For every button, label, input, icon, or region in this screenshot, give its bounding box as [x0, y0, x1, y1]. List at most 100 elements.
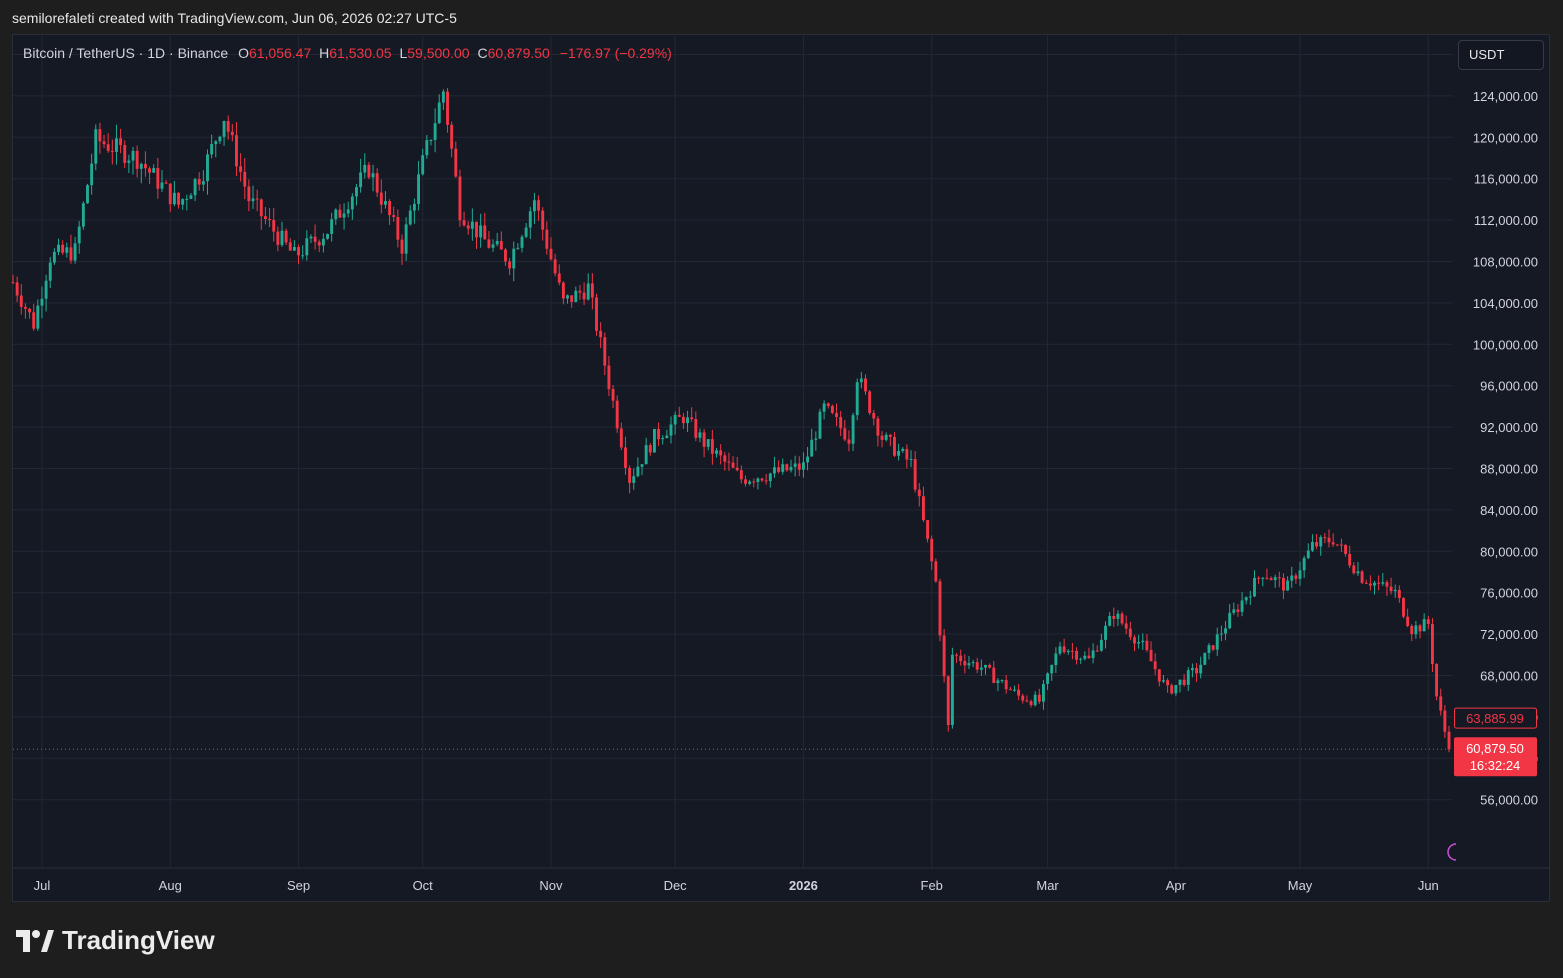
candle-body: [206, 154, 209, 182]
candle-body: [723, 455, 727, 462]
candle-body: [1240, 600, 1244, 612]
price-overlays: 60,879.50 16:32:24 63,885.99: [13, 707, 1537, 861]
candle-body: [1215, 634, 1219, 650]
candle-body: [19, 295, 23, 307]
candle-body: [1393, 589, 1397, 592]
candle-body: [119, 138, 123, 146]
candle-body: [673, 414, 677, 425]
candle-body: [1253, 577, 1256, 597]
candle-body: [1054, 653, 1058, 665]
candle-body: [160, 182, 164, 189]
candle-body: [1414, 625, 1418, 635]
candle-body: [553, 259, 557, 274]
candle-body: [537, 200, 541, 211]
candle-body: [189, 195, 193, 199]
candle-body: [1236, 609, 1240, 612]
candle-body: [1410, 625, 1414, 635]
candle-body: [648, 445, 652, 453]
countdown-label: 16:32:24: [1470, 758, 1521, 773]
candle-body: [1141, 640, 1145, 643]
candle-body: [334, 209, 338, 220]
currency-selector[interactable]: USDT: [1458, 40, 1544, 70]
candle-body: [880, 435, 884, 440]
candle-body: [731, 462, 735, 468]
candle-body: [106, 144, 110, 151]
candle-body: [28, 308, 32, 313]
candle-body: [346, 209, 350, 214]
candle-body: [1265, 577, 1269, 579]
candle-body: [739, 470, 743, 480]
candle-body: [1435, 663, 1439, 697]
candle-body: [1360, 571, 1364, 583]
candle-body: [1286, 580, 1290, 591]
candle-body: [433, 123, 437, 140]
candle-body: [715, 450, 718, 454]
candle-body: [1261, 577, 1265, 579]
candle-body: [1447, 731, 1451, 750]
candle-body: [826, 403, 830, 407]
candle-body: [1426, 619, 1430, 625]
candle-body: [1315, 542, 1319, 547]
x-tick-label: Feb: [921, 878, 943, 893]
candle-body: [408, 210, 412, 225]
candle-body: [230, 131, 234, 136]
tradingview-logo[interactable]: TradingView: [16, 925, 215, 956]
symbol-label[interactable]: Bitcoin / TetherUS · 1D · Binance: [23, 45, 229, 61]
current-price-badge: [1454, 737, 1537, 777]
candle-body: [992, 667, 996, 684]
candle-body: [1112, 615, 1116, 619]
candle-body: [764, 480, 768, 482]
candle-body: [1083, 655, 1087, 659]
candle-body: [1352, 565, 1356, 574]
candle-body: [110, 150, 114, 152]
candle-body: [797, 463, 801, 470]
candle-body: [752, 481, 756, 483]
candle-body: [446, 91, 449, 125]
candle-body: [1356, 571, 1360, 574]
candle-body: [698, 432, 702, 438]
candle-body: [624, 447, 627, 468]
candle-body: [1021, 695, 1025, 701]
candle-body: [52, 251, 56, 263]
candle-body: [127, 160, 131, 163]
candle-body: [371, 173, 375, 178]
candle-body: [1178, 679, 1182, 685]
candle-body: [1157, 669, 1161, 682]
y-tick-label: 88,000.00: [1480, 462, 1538, 477]
candle-body: [102, 141, 106, 145]
candle-body: [48, 262, 52, 281]
candle-body: [735, 467, 739, 471]
candle-body: [1128, 628, 1132, 638]
candle-body: [450, 124, 454, 149]
candle-body: [909, 458, 913, 460]
candle-body: [570, 295, 574, 302]
candle-body: [396, 216, 400, 240]
candle-body: [1306, 550, 1310, 559]
candle-body: [1008, 689, 1012, 691]
candle-body: [350, 196, 354, 210]
candle-body: [781, 464, 785, 472]
candle-body: [1381, 582, 1385, 584]
candle-body: [1033, 694, 1037, 706]
candle-body: [218, 136, 222, 142]
candle-body: [301, 255, 305, 257]
candle-body: [590, 283, 594, 298]
candle-body: [652, 428, 656, 453]
candle-body: [1199, 664, 1203, 674]
candle-body: [793, 463, 797, 467]
candle-body: [36, 305, 40, 329]
candle-body: [603, 337, 607, 366]
candle-body: [876, 418, 880, 436]
candle-body: [777, 467, 781, 472]
candle-body: [123, 145, 127, 163]
candle-body: [967, 663, 971, 666]
x-tick-label: Jul: [34, 878, 51, 893]
candle-body: [259, 199, 263, 217]
candle-body: [557, 273, 561, 283]
candle-body: [268, 218, 272, 221]
candle-body: [412, 203, 416, 211]
candle-body: [710, 439, 714, 454]
candle-body: [1041, 683, 1045, 702]
candle-body: [1344, 544, 1347, 554]
